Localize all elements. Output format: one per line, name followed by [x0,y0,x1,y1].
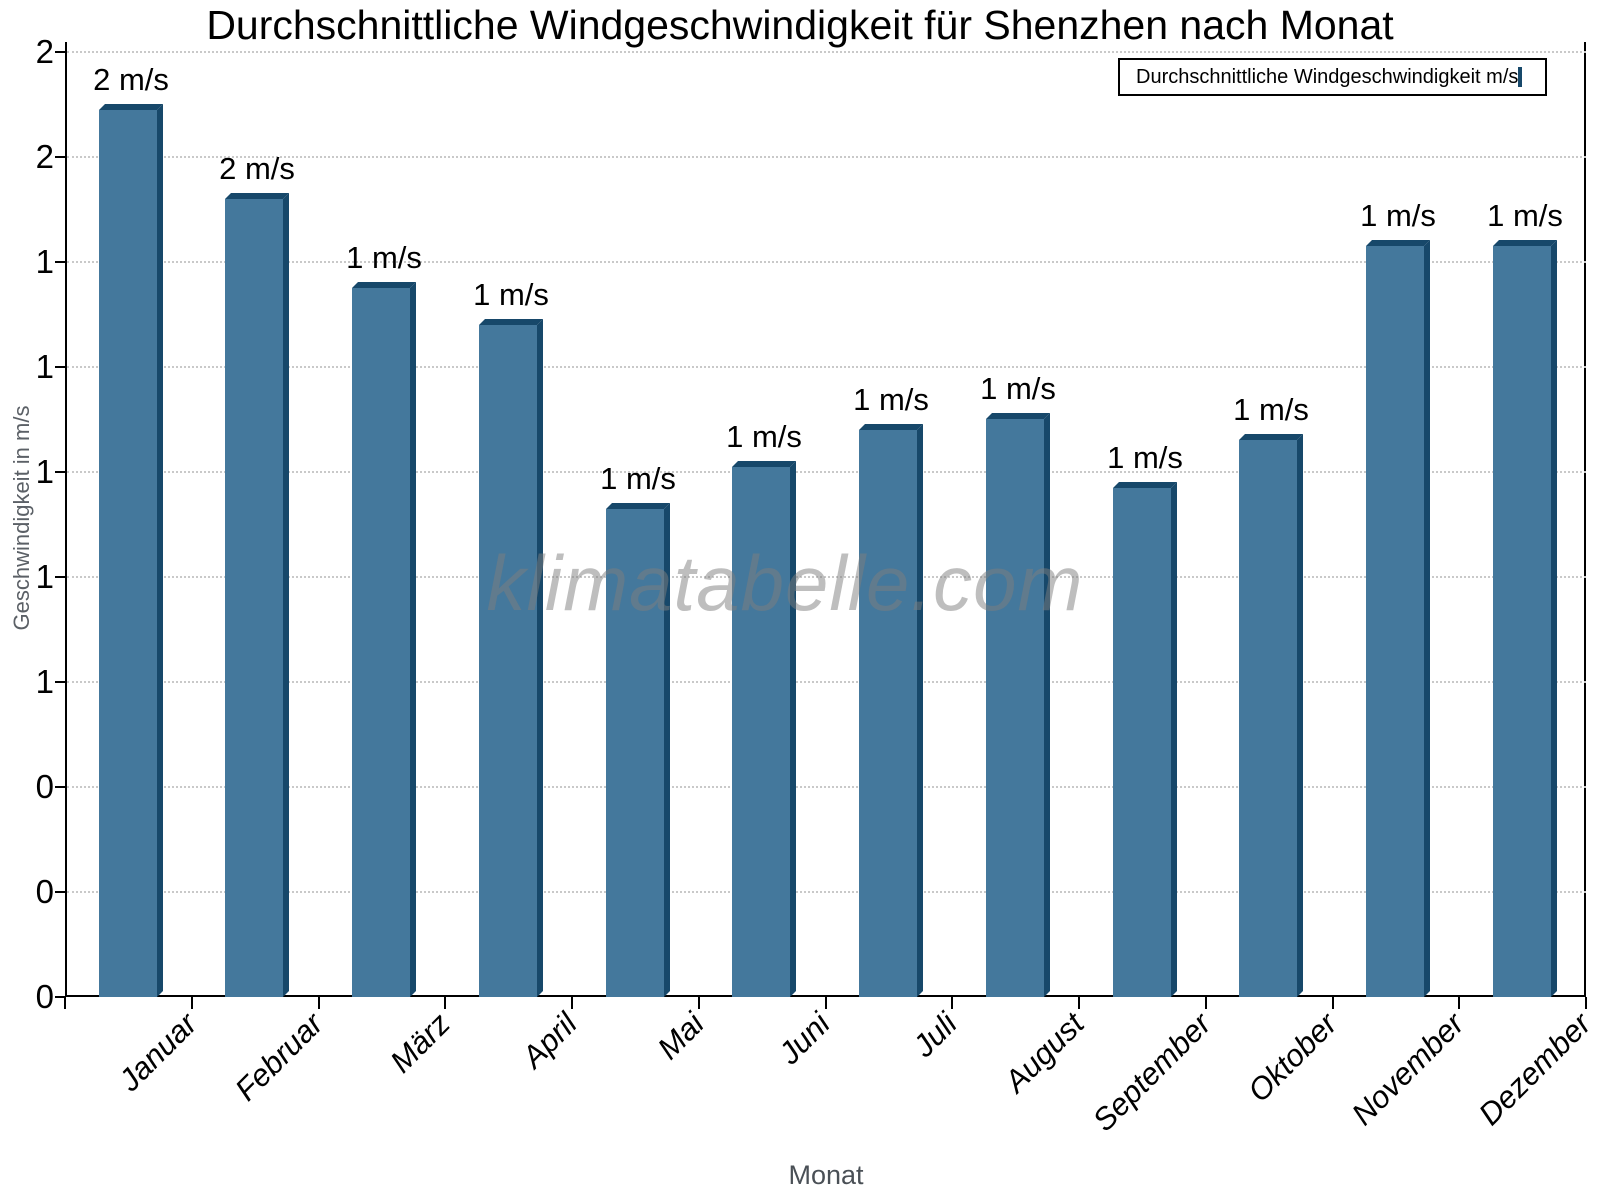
x-axis-tick [698,997,700,1009]
y-axis-tick [55,786,65,788]
x-axis-tick [571,997,573,1009]
y-axis-tick [55,996,65,998]
legend-box: Durchschnittliche Windgeschwindigkeit m/… [1118,58,1547,96]
legend-label: Durchschnittliche Windgeschwindigkeit m/… [1136,65,1519,88]
x-axis-tick [951,997,953,1009]
x-axis-tick [64,997,66,1009]
watermark: klimatabelle.com [486,539,1084,627]
y-tick-label: 0 [35,873,54,910]
x-axis-title: Monat [788,1160,864,1190]
x-axis-tick [318,997,320,1009]
y-tick-label: 2 [35,138,54,175]
x-axis-tick [444,997,446,1009]
x-axis-tick [191,997,193,1009]
y-axis-tick [55,156,65,158]
x-axis-tick [825,997,827,1009]
x-axis-tick [1458,997,1460,1009]
y-axis-tick [55,681,65,683]
y-axis-tick [55,891,65,893]
legend-color-swatch [1518,67,1523,87]
y-axis-tick [55,471,65,473]
x-axis-tick [1332,997,1334,1009]
y-axis-tick [55,261,65,263]
y-tick-label: 0 [35,978,54,1015]
x-axis-tick [1078,997,1080,1009]
chart-title: Durchschnittliche Windgeschwindigkeit fü… [206,2,1394,48]
y-axis-tick [55,51,65,53]
y-tick-label: 0 [35,768,54,805]
x-axis-tick [1205,997,1207,1009]
plot-area [65,42,1586,997]
y-tick-label: 1 [35,243,54,280]
y-axis-tick [55,366,65,368]
x-axis-tick [1585,997,1587,1009]
